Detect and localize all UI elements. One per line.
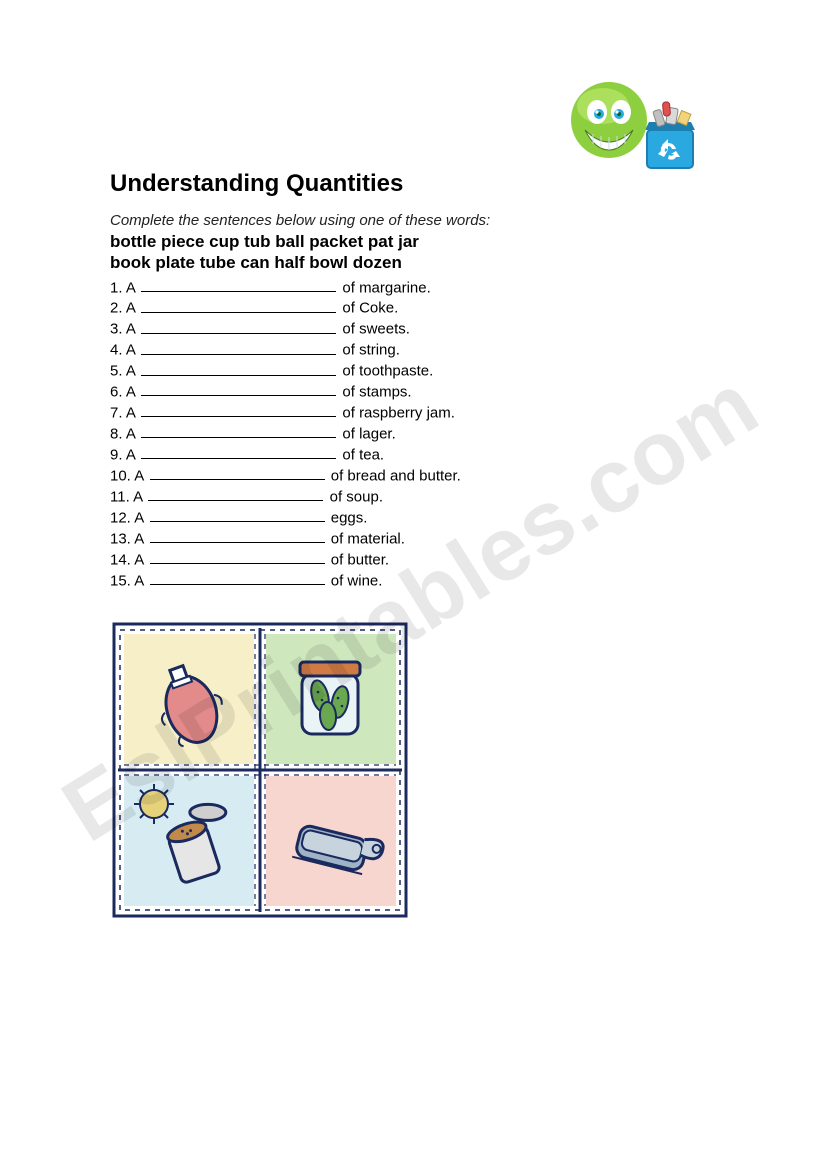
item-suffix: of lager.: [338, 425, 396, 442]
fill-blank[interactable]: [150, 508, 325, 522]
sentence-item: 5. A of toothpaste.: [110, 361, 711, 382]
item-prefix: A: [126, 383, 139, 400]
wordbank-line: bottle piece cup tub ball packet pat jar: [110, 232, 419, 251]
item-suffix: of stamps.: [338, 383, 411, 400]
fill-blank[interactable]: [150, 550, 325, 564]
sentence-item: 10. A of bread and butter.: [110, 466, 711, 487]
item-suffix: of toothpaste.: [338, 363, 433, 380]
worksheet-page: EslPrintables.com: [0, 0, 821, 1169]
item-number: 6.: [110, 383, 126, 400]
item-suffix: of margarine.: [338, 279, 431, 296]
item-prefix: A: [126, 446, 139, 463]
fill-blank[interactable]: [150, 529, 325, 543]
fill-blank[interactable]: [141, 340, 336, 354]
item-prefix: A: [126, 363, 139, 380]
sentence-item: 2. A of Coke.: [110, 298, 711, 319]
sentence-item: 12. A eggs.: [110, 508, 711, 529]
item-number: 8.: [110, 425, 126, 442]
item-number: 3.: [110, 321, 126, 338]
item-prefix: A: [126, 279, 139, 296]
sentence-item: 6. A of stamps.: [110, 382, 711, 403]
fill-blank[interactable]: [141, 278, 336, 292]
sentence-item: 14. A of butter.: [110, 550, 711, 571]
sentence-item: 4. A of string.: [110, 340, 711, 361]
item-suffix: of material.: [327, 530, 405, 547]
sentence-item: 7. A of raspberry jam.: [110, 403, 711, 424]
fill-blank[interactable]: [150, 571, 325, 585]
item-suffix: of tea.: [338, 446, 384, 463]
instructions-text: Complete the sentences below using one o…: [110, 212, 711, 229]
item-prefix: A: [134, 530, 147, 547]
item-number: 12.: [110, 509, 134, 526]
item-suffix: of butter.: [327, 551, 390, 568]
item-suffix: of string.: [338, 342, 400, 359]
item-prefix: A: [134, 551, 147, 568]
sentence-item: 3. A of sweets.: [110, 319, 711, 340]
fill-blank[interactable]: [141, 403, 336, 417]
item-prefix: A: [126, 342, 139, 359]
item-number: 4.: [110, 342, 126, 359]
item-number: 9.: [110, 446, 126, 463]
item-number: 11.: [110, 488, 133, 505]
sentence-item: 13. A of material.: [110, 529, 711, 550]
sentence-item: 11. A of soup.: [110, 487, 711, 508]
food-grid-icon: [110, 620, 410, 920]
item-number: 2.: [110, 300, 126, 317]
item-suffix: of raspberry jam.: [338, 404, 455, 421]
item-number: 1.: [110, 279, 126, 296]
item-number: 13.: [110, 530, 134, 547]
item-suffix: of Coke.: [338, 300, 398, 317]
fill-blank[interactable]: [148, 487, 323, 501]
sentence-list: 1. A of margarine.2. A of Coke.3. A of s…: [110, 278, 711, 592]
item-number: 5.: [110, 363, 126, 380]
item-prefix: A: [126, 404, 139, 421]
recycling-smiley-icon: [563, 72, 703, 182]
wordbank-line: book plate tube can half bowl dozen: [110, 253, 402, 272]
fill-blank[interactable]: [141, 382, 336, 396]
item-suffix: of bread and butter.: [327, 467, 461, 484]
item-prefix: A: [134, 572, 147, 589]
sentence-item: 9. A of tea.: [110, 445, 711, 466]
item-prefix: A: [126, 300, 139, 317]
item-suffix: of sweets.: [338, 321, 410, 338]
word-bank: bottle piece cup tub ball packet pat jar…: [110, 231, 540, 274]
item-number: 10.: [110, 467, 134, 484]
sentence-item: 1. A of margarine.: [110, 278, 711, 299]
fill-blank[interactable]: [150, 466, 325, 480]
sentence-item: 15. A of wine.: [110, 571, 711, 592]
item-number: 15.: [110, 572, 134, 589]
item-prefix: A: [126, 321, 139, 338]
fill-blank[interactable]: [141, 298, 336, 312]
item-prefix: A: [126, 425, 139, 442]
fill-blank[interactable]: [141, 361, 336, 375]
item-prefix: A: [134, 509, 147, 526]
item-suffix: of soup.: [325, 488, 383, 505]
sentence-item: 8. A of lager.: [110, 424, 711, 445]
item-prefix: A: [134, 467, 147, 484]
item-suffix: eggs.: [327, 509, 368, 526]
item-suffix: of wine.: [327, 572, 383, 589]
fill-blank[interactable]: [141, 445, 336, 459]
fill-blank[interactable]: [141, 424, 336, 438]
fill-blank[interactable]: [141, 319, 336, 333]
item-number: 7.: [110, 404, 126, 421]
item-prefix: A: [133, 488, 146, 505]
item-number: 14.: [110, 551, 134, 568]
